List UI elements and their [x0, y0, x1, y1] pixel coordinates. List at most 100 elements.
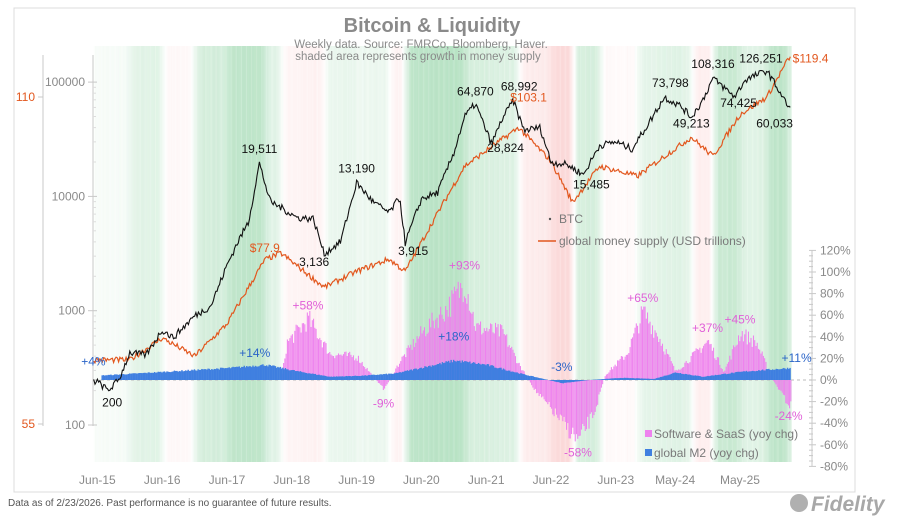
global-m2-bar	[470, 363, 472, 380]
shade-band	[585, 46, 588, 462]
shade-band	[455, 46, 457, 462]
shade-band	[128, 46, 131, 462]
software-saas-bar	[399, 363, 401, 380]
shade-band	[229, 46, 232, 462]
shade-band	[462, 46, 465, 462]
global-m2-bar	[399, 372, 401, 380]
software-saas-bar	[402, 355, 404, 380]
software-saas-bar	[690, 355, 692, 380]
legend-btc-marker	[548, 217, 552, 221]
shade-band	[714, 46, 716, 462]
shade-band	[630, 46, 633, 462]
shade-band	[337, 46, 340, 462]
legend-global-m2-label: global M2 (yoy chg)	[654, 446, 759, 460]
global-m2-bar	[725, 374, 728, 380]
software-saas-bar	[790, 380, 792, 402]
global-m2-bar	[530, 375, 532, 380]
shade-band	[730, 46, 733, 462]
shade-band	[526, 46, 528, 462]
global-m2-bar	[492, 365, 495, 380]
software-saas-bar	[503, 334, 505, 380]
software-saas-bar	[366, 367, 368, 380]
global-m2-bar	[648, 378, 650, 380]
shade-band	[498, 46, 501, 462]
annotation-label: 19,511	[241, 142, 277, 156]
shade-band	[386, 46, 389, 462]
software-saas-bar	[751, 346, 753, 380]
shade-band	[240, 46, 243, 462]
software-saas-bar	[628, 353, 630, 380]
software-saas-bar	[696, 349, 698, 380]
global-m2-bar	[442, 363, 445, 380]
global-m2-bar	[622, 378, 624, 380]
shade-band	[217, 46, 219, 462]
btc-axis-tick-label: 100000	[45, 75, 85, 89]
shade-band	[117, 46, 119, 462]
software-saas-bar	[716, 357, 718, 380]
global-m2-bar	[616, 378, 618, 380]
global-m2-bar	[653, 378, 655, 380]
shade-band	[112, 46, 114, 462]
global-m2-bar	[454, 360, 456, 380]
shade-band	[699, 46, 701, 462]
software-saas-bar	[602, 380, 604, 385]
software-saas-bar	[589, 380, 591, 414]
global-m2-bar	[533, 377, 536, 380]
global-m2-bar	[376, 374, 379, 380]
global-m2-bar	[472, 362, 475, 380]
software-saas-bar	[585, 380, 587, 430]
global-m2-bar	[334, 376, 336, 380]
shade-band	[146, 46, 148, 462]
shade-band	[432, 46, 435, 462]
global-m2-bar	[765, 369, 768, 380]
shade-band	[445, 46, 447, 462]
global-m2-bar	[341, 376, 344, 380]
global-m2-bar	[780, 368, 783, 380]
shade-band	[425, 46, 427, 462]
software-saas-bar	[757, 348, 759, 380]
shade-band	[144, 46, 147, 462]
global-m2-bar	[451, 362, 454, 380]
global-m2-bar	[363, 375, 365, 380]
global-m2-bar	[621, 377, 623, 380]
global-m2-bar	[178, 371, 181, 380]
shade-band	[747, 46, 750, 462]
software-saas-bar	[714, 358, 716, 380]
software-saas-bar	[709, 344, 711, 380]
global-m2-bar	[167, 371, 169, 380]
software-saas-bar	[360, 363, 362, 380]
shade-band	[664, 46, 666, 462]
software-saas-bar	[668, 354, 670, 380]
software-saas-bar	[365, 369, 367, 380]
shade-band	[309, 46, 311, 462]
software-saas-bar	[693, 351, 695, 380]
global-m2-bar	[715, 375, 718, 380]
global-m2-bar	[512, 371, 515, 380]
btc-axis-tick-label: 100	[65, 418, 85, 432]
global-m2-bar	[183, 371, 186, 380]
shade-band	[362, 46, 365, 462]
shade-band	[102, 46, 104, 462]
shade-band	[719, 46, 721, 462]
global-m2-bar	[505, 370, 507, 380]
software-saas-bar	[486, 327, 488, 380]
global-m2-bar	[351, 376, 354, 380]
global-m2-bar	[222, 367, 224, 380]
global-m2-bar	[558, 380, 561, 383]
global-m2-bar	[739, 371, 741, 380]
shade-band	[308, 46, 310, 462]
global-m2-bar	[233, 367, 236, 380]
global-m2-bar	[242, 367, 244, 380]
global-m2-bar	[327, 376, 329, 380]
global-m2-bar	[322, 375, 324, 380]
shade-band	[724, 46, 726, 462]
global-m2-bar	[507, 370, 510, 380]
global-m2-bar	[646, 378, 648, 380]
software-saas-bar	[563, 380, 565, 417]
shade-band	[502, 46, 504, 462]
global-m2-bar	[460, 362, 462, 380]
software-saas-bar	[494, 322, 497, 380]
software-saas-bar	[745, 329, 747, 380]
global-m2-bar	[636, 378, 638, 380]
shade-band	[251, 46, 254, 462]
